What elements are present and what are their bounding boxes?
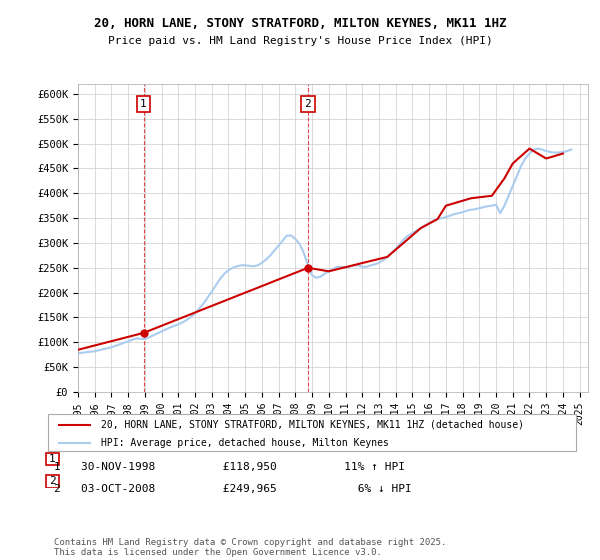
Text: 2: 2 — [49, 477, 56, 486]
Text: 1: 1 — [49, 454, 56, 464]
Text: 20, HORN LANE, STONY STRATFORD, MILTON KEYNES, MK11 1HZ (detached house): 20, HORN LANE, STONY STRATFORD, MILTON K… — [101, 419, 524, 430]
FancyBboxPatch shape — [46, 452, 59, 465]
Text: 1: 1 — [140, 99, 147, 109]
Text: 20, HORN LANE, STONY STRATFORD, MILTON KEYNES, MK11 1HZ: 20, HORN LANE, STONY STRATFORD, MILTON K… — [94, 17, 506, 30]
Text: 1   30-NOV-1998          £118,950          11% ↑ HPI: 1 30-NOV-1998 £118,950 11% ↑ HPI — [54, 462, 405, 472]
Text: 2: 2 — [305, 99, 311, 109]
Text: HPI: Average price, detached house, Milton Keynes: HPI: Average price, detached house, Milt… — [101, 438, 389, 448]
Text: 2   03-OCT-2008          £249,965            6% ↓ HPI: 2 03-OCT-2008 £249,965 6% ↓ HPI — [54, 484, 412, 494]
Text: Contains HM Land Registry data © Crown copyright and database right 2025.
This d: Contains HM Land Registry data © Crown c… — [54, 538, 446, 557]
Text: Price paid vs. HM Land Registry's House Price Index (HPI): Price paid vs. HM Land Registry's House … — [107, 36, 493, 46]
FancyBboxPatch shape — [48, 414, 576, 451]
FancyBboxPatch shape — [46, 475, 59, 488]
